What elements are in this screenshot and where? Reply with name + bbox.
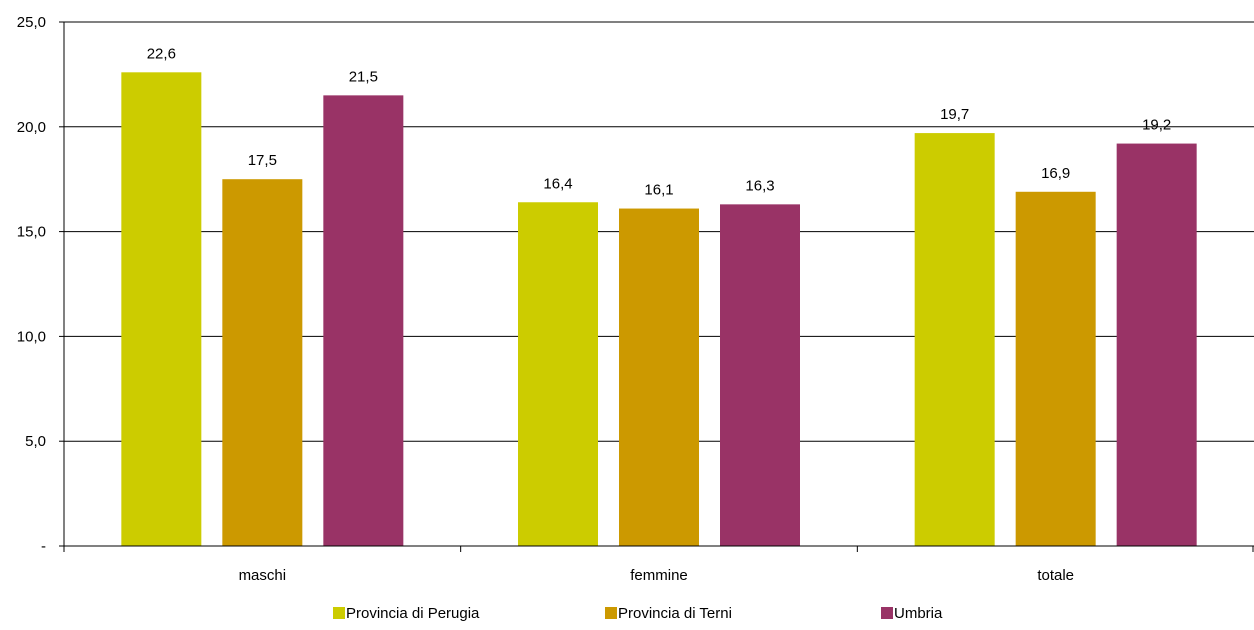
bar: [1116, 143, 1197, 546]
x-category-label: totale: [1037, 567, 1074, 584]
legend-swatch: [605, 607, 617, 619]
axes: - 5,0 10,0 15,0 20,0 25,0 maschi femmine totale: [17, 14, 1254, 584]
bar: [1015, 191, 1096, 546]
legend-label: Provincia di Terni: [618, 605, 732, 622]
bars: [121, 72, 1197, 547]
data-label: 17,5: [248, 152, 277, 169]
bar: [121, 72, 202, 546]
bar: [323, 95, 404, 547]
legend-label: Provincia di Perugia: [346, 605, 480, 622]
data-label: 21,5: [349, 68, 378, 85]
data-label: 22,6: [147, 45, 176, 62]
bar: [619, 208, 699, 546]
bar: [914, 133, 995, 546]
bar: [222, 179, 303, 546]
data-labels: 22,6 17,5 21,5 16,4 16,1 16,3 19,7 16,9 19,2: [147, 45, 1172, 198]
y-tick-label: 10,0: [17, 328, 46, 345]
y-tick-label: 25,0: [17, 14, 46, 31]
bar: [518, 202, 598, 547]
data-label: 16,3: [745, 177, 774, 194]
data-label: 16,9: [1041, 165, 1070, 182]
data-label: 16,4: [543, 175, 572, 192]
x-category-label: maschi: [239, 567, 287, 584]
y-tick-label: 5,0: [25, 433, 46, 450]
bar: [720, 204, 800, 547]
y-tick-label: 15,0: [17, 224, 46, 241]
x-category-label: femmine: [630, 567, 688, 584]
data-label: 19,7: [940, 106, 969, 123]
y-tick-label: -: [41, 538, 46, 555]
data-label: 16,1: [644, 182, 673, 199]
legend-swatch: [881, 607, 893, 619]
data-label: 19,2: [1142, 117, 1171, 134]
y-tick-label: 20,0: [17, 119, 46, 136]
legend: Provincia di Perugia Provincia di Terni Um…: [333, 605, 943, 622]
legend-label: Umbria: [894, 605, 943, 622]
legend-swatch: [333, 607, 345, 619]
